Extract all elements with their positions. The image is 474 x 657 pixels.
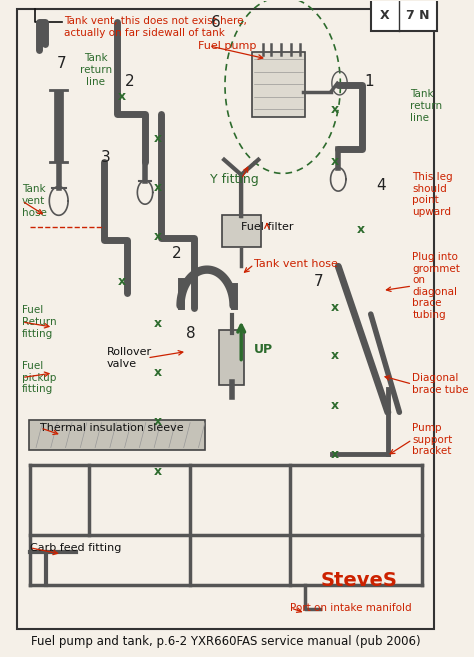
Text: 6: 6 [211, 15, 220, 30]
FancyBboxPatch shape [222, 215, 261, 248]
Text: Carb feed fitting: Carb feed fitting [29, 543, 121, 553]
Text: Plug into
grommet
on
diagonal
brace
tubing: Plug into grommet on diagonal brace tubi… [412, 252, 460, 320]
Text: 8: 8 [186, 327, 196, 341]
Text: x: x [331, 350, 339, 363]
Text: x: x [154, 415, 162, 428]
Text: x: x [331, 103, 339, 116]
Text: Y fitting: Y fitting [210, 173, 259, 186]
Text: x: x [118, 90, 126, 102]
Text: x: x [154, 231, 162, 243]
Text: Tank
return
line: Tank return line [80, 53, 112, 87]
Text: UP: UP [254, 343, 273, 356]
Text: Fuel filter: Fuel filter [241, 222, 294, 232]
Text: 4: 4 [376, 179, 386, 193]
Text: Tank
return
line: Tank return line [410, 89, 442, 123]
Text: 7: 7 [57, 56, 66, 71]
Text: x: x [154, 181, 162, 194]
Text: Fuel pump: Fuel pump [199, 41, 257, 51]
Text: x: x [331, 399, 339, 412]
Text: SteveS: SteveS [320, 571, 397, 590]
FancyBboxPatch shape [17, 9, 434, 629]
Text: 7 N: 7 N [406, 9, 429, 22]
Text: Fuel
Return
fitting: Fuel Return fitting [22, 306, 56, 338]
Text: 3: 3 [101, 150, 110, 165]
Text: 7: 7 [313, 274, 323, 289]
Text: This leg
should
point
upward: This leg should point upward [412, 172, 453, 217]
Text: Rollover
valve: Rollover valve [107, 347, 152, 369]
Text: x: x [118, 275, 126, 288]
Text: Fuel
pickup
fitting: Fuel pickup fitting [22, 361, 56, 394]
Text: 1: 1 [365, 74, 374, 89]
Text: Diagonal
brace tube: Diagonal brace tube [412, 373, 469, 395]
FancyBboxPatch shape [371, 0, 437, 31]
Text: x: x [331, 447, 339, 461]
Text: 2: 2 [172, 246, 182, 261]
Text: x: x [357, 223, 365, 236]
Text: Tank vent, this does not exist here,
actually on far sidewall of tank: Tank vent, this does not exist here, act… [64, 16, 246, 38]
Text: x: x [154, 464, 162, 478]
Text: x: x [154, 132, 162, 145]
FancyBboxPatch shape [219, 330, 244, 385]
Text: x: x [154, 317, 162, 330]
Text: x: x [331, 155, 339, 168]
Text: x: x [154, 367, 162, 380]
Text: Pump
support
bracket: Pump support bracket [412, 423, 453, 457]
Text: Port on intake manifold: Port on intake manifold [291, 603, 412, 613]
Text: x: x [331, 301, 339, 314]
Text: Tank
vent
hose: Tank vent hose [22, 185, 47, 217]
FancyBboxPatch shape [252, 53, 305, 116]
Text: 2: 2 [125, 74, 135, 89]
Text: Fuel pump and tank, p.6-2 YXR660FAS service manual (pub 2006): Fuel pump and tank, p.6-2 YXR660FAS serv… [31, 635, 421, 648]
Text: Tank vent hose: Tank vent hose [254, 260, 338, 269]
FancyBboxPatch shape [29, 420, 205, 450]
Text: X: X [380, 9, 390, 22]
Text: Thermal insulation sleeve: Thermal insulation sleeve [40, 423, 184, 433]
